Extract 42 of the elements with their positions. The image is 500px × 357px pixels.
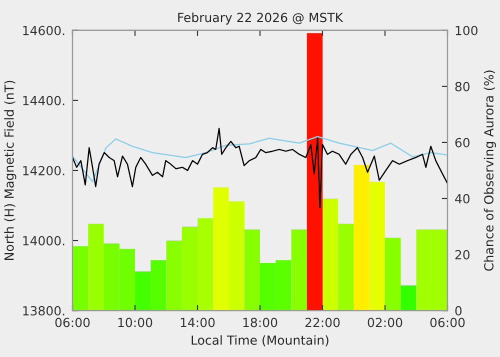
bar (88, 224, 104, 311)
chart-title: February 22 2026 @ MSTK (178, 12, 344, 25)
x-tick-label: 02:00 (368, 318, 402, 328)
x-tick-label: 06:00 (55, 318, 90, 328)
y-tick-label: 14200. (23, 166, 64, 176)
x-tick-label: 10:00 (118, 318, 152, 328)
bar (291, 229, 307, 311)
y2-tick-label: 60 (455, 138, 470, 148)
bar (72, 246, 88, 311)
bar (166, 240, 182, 311)
bar (306, 33, 322, 311)
bar (135, 271, 151, 311)
y2-tick-label: 40 (455, 194, 470, 204)
y2-axis-title: Chance of Observing Aurora (%) (484, 70, 496, 271)
line-series (72, 128, 448, 208)
y-tick-label: 14600. (23, 26, 64, 36)
bar (400, 285, 416, 311)
bar (322, 198, 338, 311)
bar (338, 224, 354, 311)
bar (228, 201, 244, 311)
y2-tick-label: 0 (455, 306, 462, 316)
y-axis-title: North (H) Magnetic Field (nT) (4, 80, 16, 260)
y2-tick-label: 20 (455, 250, 470, 260)
bar (213, 187, 229, 311)
y-tick-label: 14400. (23, 96, 64, 106)
bar (354, 164, 370, 311)
y-tick-label: 13800. (23, 306, 64, 316)
x-tick-label: 14:00 (180, 318, 215, 328)
x-tick-label: 22:00 (305, 318, 340, 328)
x-tick-label: 18:00 (243, 318, 278, 328)
bar (198, 218, 214, 311)
bar (369, 182, 385, 311)
bar (244, 229, 260, 311)
y2-tick-label: 100 (456, 26, 478, 36)
bar (150, 260, 166, 311)
bar (182, 226, 198, 311)
x-axis-title: Local Time (Mountain) (192, 335, 328, 346)
bar (385, 238, 401, 311)
y2-tick-label: 80 (455, 82, 470, 92)
line-series (72, 136, 448, 182)
y-tick-label: 14000. (23, 236, 64, 246)
x-tick-label: 06:00 (430, 318, 465, 328)
